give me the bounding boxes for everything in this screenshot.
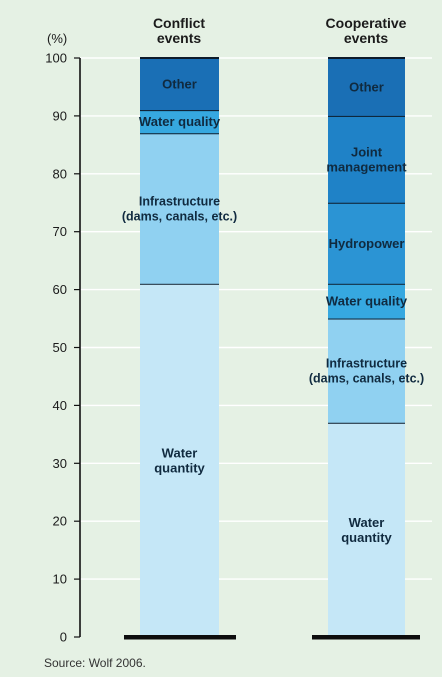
bar-segment	[328, 202, 405, 284]
bar-segment	[140, 58, 219, 111]
bar-segment	[140, 283, 219, 637]
y-tick-label: 100	[45, 51, 67, 66]
column-baseline	[124, 635, 236, 640]
segment-label: Water quantity	[341, 515, 392, 545]
segment-label: Infrastructure (dams, canals, etc.)	[122, 195, 237, 224]
y-tick-label: 20	[53, 514, 67, 529]
segment-label: Water quality	[326, 294, 408, 309]
y-tick-label: 90	[53, 108, 67, 123]
segment-label: Joint management	[326, 144, 407, 174]
segment-label: Infrastructure (dams, canals, etc.)	[309, 357, 424, 386]
segment-label: Other	[162, 77, 197, 92]
segment-label: Water quantity	[154, 445, 205, 475]
bar-segment	[140, 110, 219, 134]
bar-segment	[328, 58, 405, 116]
column-headers: Conflict events Cooperative events	[153, 15, 407, 46]
y-tick-label: 40	[53, 398, 67, 413]
bar-segment	[328, 422, 405, 637]
column-baseline	[312, 635, 420, 640]
y-tick-label: 60	[53, 282, 67, 297]
y-axis-unit-label: (%)	[47, 31, 67, 46]
source-note: Source: Wolf 2006.	[44, 656, 146, 670]
y-tick-label: 50	[53, 340, 67, 355]
y-tick-label: 80	[53, 166, 67, 181]
y-tick-label: 70	[53, 224, 67, 239]
column-header: Cooperative events	[326, 15, 407, 46]
column-header: Conflict events	[153, 15, 205, 46]
y-tick-label: 30	[53, 456, 67, 471]
bar-segment	[328, 115, 405, 203]
y-tick-label: 10	[53, 572, 67, 587]
bar-segment	[140, 133, 219, 284]
segment-label: Water quality	[139, 114, 221, 129]
segment-label: Hydropower	[329, 236, 405, 251]
bar-segment	[328, 283, 405, 319]
y-tick-label: 0	[60, 630, 67, 645]
bars: Water quantity Infrastructure (dams, canals…	[122, 57, 424, 640]
bar-segment	[328, 318, 405, 423]
segment-label: Other	[349, 79, 384, 94]
y-axis: 0 10 20 30 40 50 60 70 80 90 100	[45, 51, 81, 645]
